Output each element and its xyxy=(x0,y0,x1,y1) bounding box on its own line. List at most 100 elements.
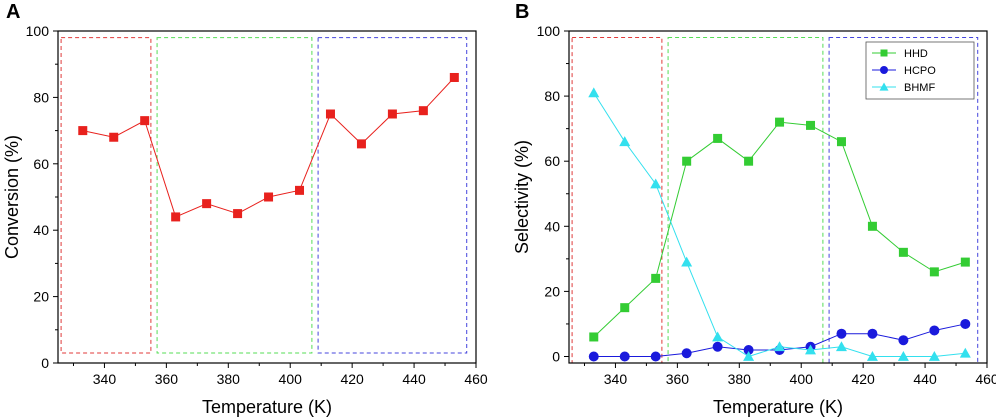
series-hhd xyxy=(589,117,970,342)
data-point xyxy=(233,209,243,219)
panel-A: A 340 360 380 400 420 440 460 0 20 40 60 80 100 Temper… xyxy=(2,1,488,417)
data-point xyxy=(836,328,847,339)
data-point xyxy=(387,109,397,119)
data-point xyxy=(682,156,692,166)
region-box xyxy=(317,37,468,354)
x-tick-label: 360 xyxy=(666,371,690,387)
data-point xyxy=(202,199,212,209)
panel-B: B 340 360 380 400 420 440 460 0 20 40 60 80 100 Temper… xyxy=(512,1,996,417)
data-point xyxy=(806,120,816,130)
data-point xyxy=(959,347,971,358)
data-point xyxy=(140,116,150,126)
data-point xyxy=(681,348,692,359)
data-point xyxy=(650,178,662,189)
data-point xyxy=(744,156,754,166)
y-tick-label: 60 xyxy=(544,153,560,169)
data-point xyxy=(867,221,877,231)
x-tick-label: 400 xyxy=(790,371,814,387)
data-point xyxy=(449,72,459,82)
data-point xyxy=(805,344,817,355)
data-point xyxy=(588,351,599,362)
y-tick-label: 40 xyxy=(33,222,49,238)
data-point xyxy=(619,351,630,362)
x-tick-label: 360 xyxy=(155,371,179,387)
data-point xyxy=(866,350,878,361)
data-point xyxy=(171,212,181,222)
data-point xyxy=(589,332,599,342)
data-point xyxy=(619,136,631,147)
plot-frame xyxy=(568,30,988,364)
x-tick-label: 400 xyxy=(279,371,303,387)
data-point xyxy=(295,185,305,195)
legend-marker xyxy=(879,82,889,91)
x-tick-label: 380 xyxy=(728,371,752,387)
region-box xyxy=(667,37,824,364)
data-point xyxy=(743,344,754,355)
y-tick-label: 100 xyxy=(537,23,561,39)
y-tick-label: 100 xyxy=(26,23,50,39)
region-box xyxy=(156,37,313,354)
legend-label: HHD xyxy=(904,48,928,60)
data-point xyxy=(960,318,971,329)
data-point xyxy=(898,335,909,346)
data-point xyxy=(651,273,661,283)
series-conversion xyxy=(78,72,459,222)
x-tick-label: 460 xyxy=(464,371,488,387)
region-box xyxy=(60,37,152,354)
y-tick-label: 60 xyxy=(33,156,49,172)
data-point xyxy=(418,106,428,116)
legend-marker xyxy=(880,49,888,57)
legend: HHD HCPO BHMF xyxy=(865,41,975,100)
data-point xyxy=(929,267,939,277)
y-tick-label: 20 xyxy=(544,283,560,299)
legend-label: HCPO xyxy=(904,65,936,77)
data-point xyxy=(835,341,847,352)
legend-marker xyxy=(880,66,888,74)
x-tick-label: 420 xyxy=(851,371,875,387)
y-axis-title: Conversion (%) xyxy=(2,135,22,259)
data-point xyxy=(775,117,785,127)
data-point xyxy=(325,109,335,119)
data-point xyxy=(650,351,661,362)
panel-letter: A xyxy=(6,1,20,23)
legend-label: BHMF xyxy=(904,82,935,94)
x-axis-title: Temperature (K) xyxy=(713,397,843,417)
y-tick-label: 40 xyxy=(544,218,560,234)
series-line xyxy=(593,121,966,338)
data-point xyxy=(774,341,786,352)
x-tick-label: 420 xyxy=(340,371,364,387)
data-point xyxy=(620,303,630,313)
data-point xyxy=(836,137,846,147)
y-tick-label: 0 xyxy=(41,355,49,371)
series-hcpo xyxy=(588,318,971,362)
data-point xyxy=(897,350,909,361)
y-tick-label: 80 xyxy=(33,89,49,105)
data-point xyxy=(898,247,908,257)
y-tick-label: 0 xyxy=(552,348,560,364)
data-point xyxy=(928,350,940,361)
data-point xyxy=(109,132,119,142)
data-point xyxy=(264,192,274,202)
x-axis-title: Temperature (K) xyxy=(202,397,332,417)
data-point xyxy=(712,341,723,352)
data-point xyxy=(712,331,724,342)
x-tick-label: 340 xyxy=(93,371,117,387)
data-point xyxy=(929,325,940,336)
x-tick-label: 340 xyxy=(604,371,628,387)
region-box xyxy=(571,37,663,364)
data-point xyxy=(713,133,723,143)
x-tick-label: 440 xyxy=(913,371,937,387)
y-axis-title: Selectivity (%) xyxy=(512,140,532,254)
data-point xyxy=(867,328,878,339)
data-point xyxy=(78,126,88,136)
data-point xyxy=(960,257,970,267)
x-tick-label: 440 xyxy=(402,371,426,387)
panel-letter: B xyxy=(515,1,529,23)
y-tick-label: 20 xyxy=(33,289,49,305)
data-point xyxy=(743,350,755,361)
data-point xyxy=(588,87,600,98)
y-tick-label: 80 xyxy=(544,88,560,104)
data-point xyxy=(356,139,366,149)
series-bhmf xyxy=(588,87,971,361)
